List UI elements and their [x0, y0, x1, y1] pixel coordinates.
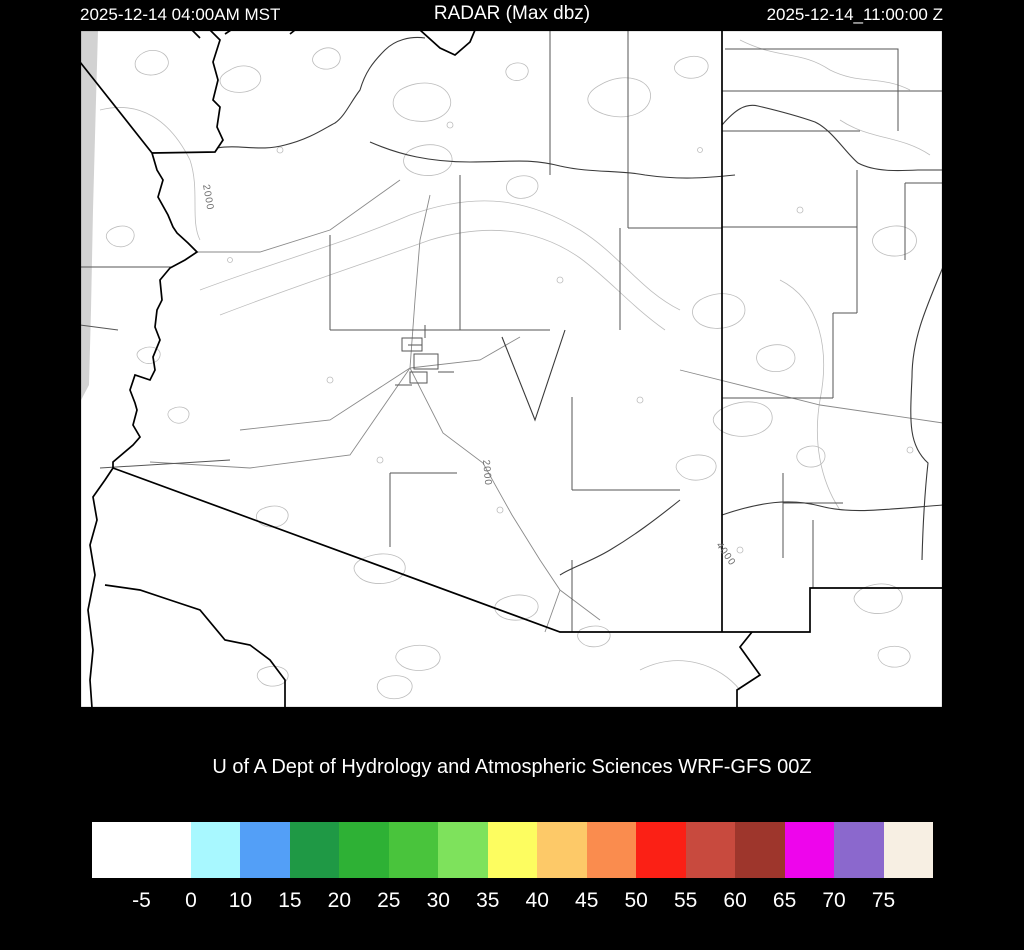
- colorbar-tick-label: 75: [871, 889, 896, 912]
- attribution-caption: U of A Dept of Hydrology and Atmospheric…: [212, 756, 812, 778]
- valid-time-local: 2025-12-14 04:00AM MST: [80, 5, 281, 24]
- colorbar-tick-label: 0: [185, 889, 197, 912]
- colorbar-tick-label: 30: [426, 889, 450, 912]
- county-lines: [79, 30, 943, 632]
- colorbar-cell: [636, 822, 686, 878]
- map-image: 2000 2000 4000: [79, 29, 944, 709]
- river-lines: [216, 36, 944, 576]
- colorbar-tick-label: 55: [673, 889, 698, 912]
- colorbar-cell: [784, 822, 835, 878]
- page-title: RADAR (Max dbz): [433, 3, 591, 24]
- map-nodata-strip: [80, 30, 98, 402]
- colorbar-tick-label: 60: [723, 889, 747, 912]
- colorbar-cell: [883, 822, 933, 878]
- colorbar-cell: [141, 822, 191, 878]
- map-border: [79, 29, 944, 709]
- colorbar-tick-label: 50: [624, 889, 648, 912]
- colorbar-cell: [537, 822, 587, 878]
- colorbar-tick-label: 35: [476, 889, 500, 912]
- colorbar-tick-label: 65: [772, 889, 797, 912]
- colorbar-tick-label: 25: [377, 889, 401, 912]
- colorbar-tick-label: 40: [525, 889, 549, 912]
- highway-lines: [149, 179, 944, 633]
- colorbar-cell: [735, 822, 785, 878]
- colorbar-cell: [289, 822, 340, 878]
- colorbar-cell: [92, 822, 142, 878]
- colorbar-tick-label: -5: [132, 889, 151, 912]
- colorbar-tick-label: 45: [575, 889, 599, 912]
- colorbar-cell: [487, 822, 538, 878]
- colorbar-ticks: -5 0 10 15 20 25 30 35 40 45 50 55 60 65 70 75: [92, 889, 933, 917]
- colorbar-tick-label: 20: [327, 889, 352, 912]
- colorbar-cell: [388, 822, 439, 878]
- colorbar-cell: [339, 822, 389, 878]
- contour-label-2000-a: 2000: [200, 184, 215, 212]
- forecast-map: 2000 2000 4000: [79, 29, 944, 709]
- valid-time-utc: 2025-12-14_11:00:00 Z: [766, 5, 943, 24]
- contour-label-2000-b: 2000: [480, 459, 493, 486]
- contour-label-4000: 4000: [714, 540, 738, 568]
- colorbar-cell: [438, 822, 488, 878]
- colorbar-cell: [586, 822, 637, 878]
- colorbar-cell: [685, 822, 736, 878]
- terrain-contours: [99, 39, 931, 700]
- colorbar-swatches: [92, 822, 933, 878]
- colorbar-tick-label: 10: [228, 889, 253, 912]
- colorbar-cell: [240, 822, 290, 878]
- colorbar-cell: [190, 822, 241, 878]
- colorbar-tick-label: 15: [278, 889, 302, 912]
- state-borders: [79, 29, 943, 709]
- colorbar-cell: [834, 822, 884, 878]
- contour-labels: 2000 2000 4000: [200, 184, 738, 569]
- colorbar-tick-label: 70: [822, 889, 846, 912]
